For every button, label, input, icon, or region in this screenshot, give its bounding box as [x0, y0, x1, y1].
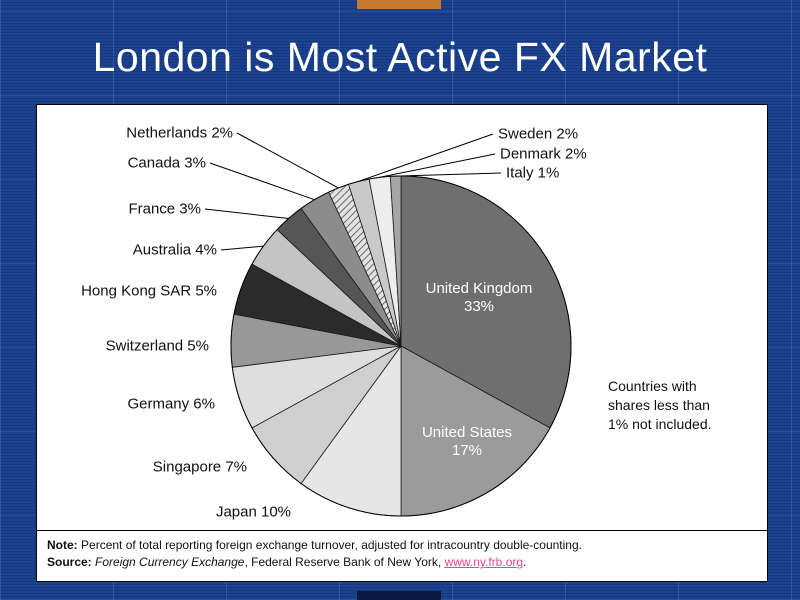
leader-line-australia	[220, 245, 264, 251]
chart-panel: United Kingdom 33% United States 17% Japan 1…	[36, 104, 768, 582]
source-line: Source: Foreign Currency Exchange, Feder…	[47, 554, 757, 571]
source-link[interactable]: www.ny.frb.org	[444, 555, 524, 570]
leader-line-italy	[395, 172, 502, 177]
top-accent-bar	[357, 0, 441, 9]
source-label: Source:	[47, 555, 92, 570]
chart-footer: Note: Percent of total reporting foreign…	[37, 530, 767, 581]
source-rest: , Federal Reserve Bank of New York,	[244, 555, 445, 570]
note-line: Note: Percent of total reporting foreign…	[47, 537, 757, 554]
note-label: Note:	[47, 538, 78, 552]
chart-annotation: Countries with shares less than 1% not i…	[608, 378, 712, 432]
leader-line-denmark	[379, 153, 496, 178]
leader-line-canada	[209, 162, 315, 201]
leader-lines	[204, 132, 502, 251]
leader-line-netherlands	[236, 132, 339, 189]
note-text: Percent of total reporting foreign excha…	[81, 538, 582, 552]
leader-line-sweden	[358, 133, 494, 182]
slide-title: London is Most Active FX Market	[92, 34, 708, 80]
bottom-accent-bar	[357, 591, 441, 600]
source-suffix: .	[523, 555, 527, 570]
pie-slices	[230, 175, 572, 517]
pie-chart-svg	[204, 132, 572, 517]
leader-line-france	[204, 208, 289, 219]
source-work: Foreign Currency Exchange	[95, 555, 245, 570]
